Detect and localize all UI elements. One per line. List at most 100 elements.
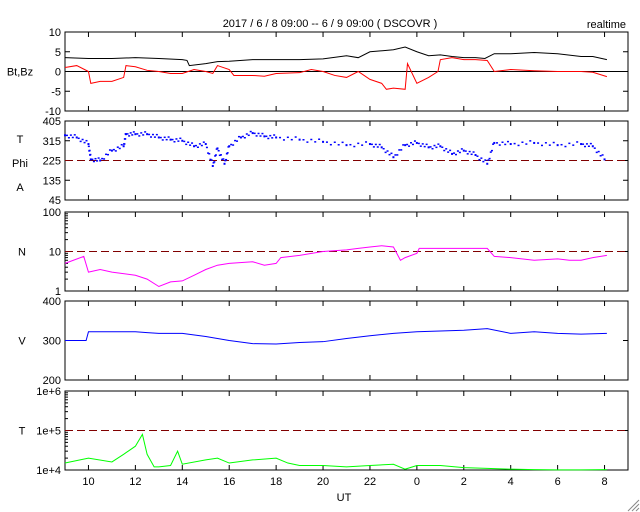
data-point xyxy=(92,160,95,163)
data-point xyxy=(587,145,590,148)
data-point xyxy=(466,153,469,155)
data-point xyxy=(148,133,151,136)
data-point xyxy=(582,143,585,145)
data-point xyxy=(123,143,126,145)
data-point xyxy=(388,153,391,156)
data-point xyxy=(107,153,110,156)
data-point xyxy=(217,149,220,152)
data-point xyxy=(533,141,536,144)
data-point xyxy=(333,141,336,143)
data-point xyxy=(110,149,113,152)
y-tick-label: 225 xyxy=(43,156,61,168)
data-point xyxy=(404,144,407,147)
data-point xyxy=(370,143,373,146)
data-point xyxy=(224,159,227,162)
data-point xyxy=(431,147,434,150)
data-point xyxy=(501,141,504,143)
data-point xyxy=(67,136,70,139)
data-point xyxy=(126,133,129,135)
data-point xyxy=(368,143,371,146)
y-tick-label: -5 xyxy=(51,86,61,98)
data-point xyxy=(396,154,399,156)
data-point xyxy=(478,158,481,161)
data-point xyxy=(372,146,375,148)
data-point xyxy=(529,140,532,142)
data-point xyxy=(489,151,492,153)
data-point xyxy=(175,138,178,140)
x-tick-label: 20 xyxy=(317,476,329,488)
data-point xyxy=(112,148,115,151)
data-point xyxy=(322,140,325,143)
data-point xyxy=(87,145,90,148)
y-tick-label: 400 xyxy=(43,296,61,308)
data-point xyxy=(89,153,92,156)
data-point xyxy=(439,145,442,148)
data-point xyxy=(513,142,516,145)
data-point xyxy=(249,130,252,133)
data-point xyxy=(253,132,256,135)
data-point xyxy=(64,134,66,137)
panel-t: 10 12 14 16 18 20 22 0 2 4 6 8 1e+6 1e+5 1e+4 T xyxy=(19,386,629,488)
data-point xyxy=(171,138,174,141)
data-point xyxy=(544,142,547,144)
data-point xyxy=(552,141,555,144)
data-point xyxy=(75,136,78,139)
data-point xyxy=(386,150,389,152)
data-point xyxy=(83,141,86,144)
data-point xyxy=(286,136,289,139)
series-n xyxy=(64,245,607,288)
x-tick-label: 4 xyxy=(508,476,514,488)
data-point xyxy=(572,144,575,146)
data-point xyxy=(601,154,604,156)
data-point xyxy=(271,137,274,139)
series-phi xyxy=(64,130,606,167)
data-point xyxy=(265,135,268,138)
data-point xyxy=(345,144,348,147)
data-point xyxy=(506,140,509,143)
data-point xyxy=(267,137,270,140)
data-point xyxy=(294,136,297,138)
data-point xyxy=(219,154,222,156)
data-point xyxy=(198,143,201,145)
data-point xyxy=(209,158,212,161)
data-point xyxy=(451,152,454,155)
data-point xyxy=(425,143,428,146)
data-point xyxy=(245,133,248,135)
data-point xyxy=(597,150,600,153)
y-tick-label: 0 xyxy=(55,67,61,79)
data-point xyxy=(453,152,456,154)
data-point xyxy=(548,144,551,146)
data-point xyxy=(410,142,413,144)
y-tick-label: 300 xyxy=(43,336,61,348)
data-point xyxy=(484,159,487,161)
data-point xyxy=(474,154,477,157)
data-point xyxy=(239,136,242,139)
data-point xyxy=(114,150,117,152)
data-point xyxy=(196,146,199,149)
data-point xyxy=(251,132,254,135)
data-point xyxy=(142,134,145,136)
data-point xyxy=(99,159,102,162)
data-point xyxy=(94,157,97,160)
data-point xyxy=(413,140,416,142)
data-point xyxy=(454,153,457,156)
data-point xyxy=(103,158,106,160)
data-point xyxy=(210,159,213,161)
x-tick-label: 18 xyxy=(270,476,282,488)
data-point xyxy=(234,139,237,142)
data-point xyxy=(167,136,170,138)
data-point xyxy=(394,154,397,156)
data-point xyxy=(490,149,493,152)
data-point xyxy=(225,153,228,155)
y-tick-label: 1e+4 xyxy=(36,465,61,477)
resize-grip-icon[interactable] xyxy=(627,499,640,512)
data-point xyxy=(576,141,579,143)
data-point xyxy=(310,138,313,141)
data-point xyxy=(441,146,444,149)
data-point xyxy=(493,141,496,144)
y-axis-label: T xyxy=(19,426,26,438)
data-point xyxy=(124,133,127,136)
data-point xyxy=(155,133,158,136)
data-point xyxy=(91,158,94,161)
y-tick-label: 1 xyxy=(55,286,61,298)
